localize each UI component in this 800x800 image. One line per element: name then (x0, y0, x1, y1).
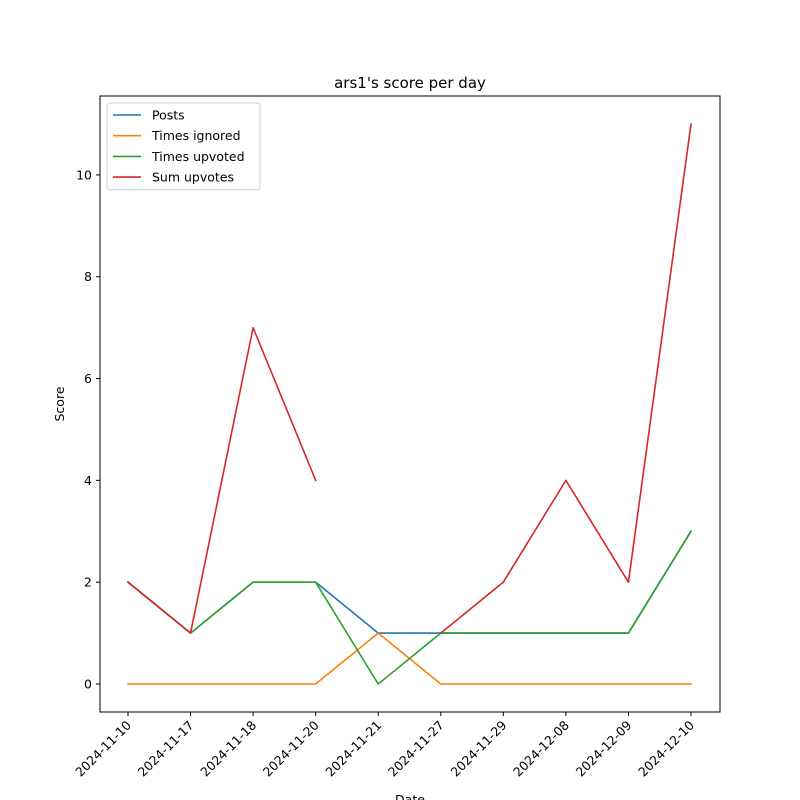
y-tick-label-1: 2 (84, 575, 92, 590)
y-tick-label-4: 8 (84, 269, 92, 284)
plot-frame (99, 95, 721, 713)
y-tick-label-5: 10 (76, 167, 92, 182)
chart-title: ars1's score per day (334, 74, 486, 92)
legend: Posts Times ignored Times upvoted Sum upvot… (106, 102, 261, 191)
legend-label-3: Sum upvotes (152, 170, 234, 185)
legend-box (106, 102, 261, 191)
legend-label-2: Times upvoted (151, 149, 245, 164)
y-tick-label-0: 0 (84, 677, 92, 692)
series-line-2 (126, 530, 693, 685)
series-2 (126, 530, 693, 685)
x-axis-label: Date (395, 792, 425, 800)
series-layer (126, 123, 693, 685)
y-tick-label-3: 6 (84, 371, 92, 386)
legend-label-0: Posts (152, 108, 185, 123)
series-line-3 (126, 123, 692, 635)
y-axis-label: Score (52, 386, 67, 421)
y-tick-label-2: 4 (84, 473, 92, 488)
legend-label-1: Times ignored (151, 128, 241, 143)
y-axis: 0 2 4 6 8 10 (76, 167, 100, 692)
series-3 (126, 123, 692, 635)
